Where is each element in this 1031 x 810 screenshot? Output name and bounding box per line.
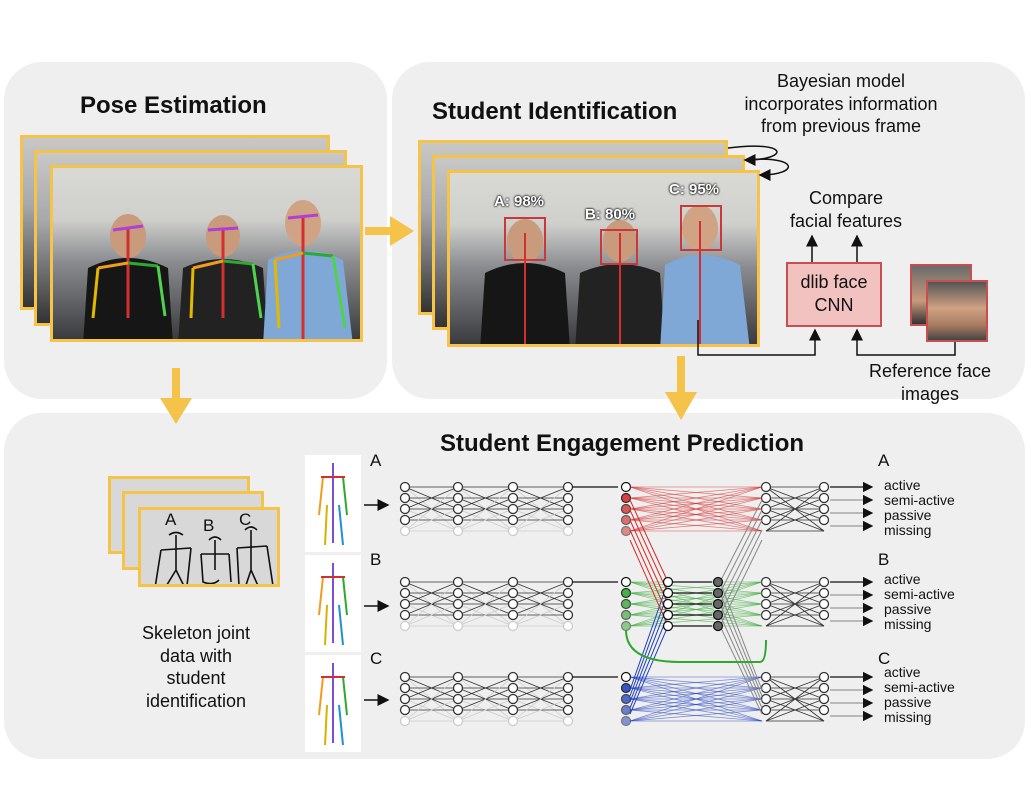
engagement-prediction-title: Student Engagement Prediction <box>440 430 805 457</box>
reference-face-front <box>926 280 988 342</box>
class-c-semi-active: semi-active <box>884 679 955 695</box>
student-identification-title: Student Identification <box>432 98 678 125</box>
skeleton-sketch <box>154 526 274 584</box>
group-label-a-left: A <box>370 451 382 470</box>
bayesian-note: Bayesian model incorporates information … <box>744 71 938 136</box>
classes-b: active semi-active passive missing <box>884 572 955 632</box>
classes-a: active semi-active passive missing <box>884 478 955 538</box>
confidence-a: A: 98% <box>494 193 545 210</box>
class-c-active: active <box>884 664 921 680</box>
ident-frame-front: A: 98% B: 80% C: 95% <box>447 170 760 347</box>
class-c-missing: missing <box>884 709 932 725</box>
face-box-b <box>600 229 638 265</box>
class-b-semi-active: semi-active <box>884 586 955 602</box>
class-b-passive: passive <box>884 601 932 617</box>
encoder-0 <box>399 481 874 537</box>
flow-arrow-right <box>365 216 414 246</box>
pose-frame-front <box>50 165 363 342</box>
shared-nodes <box>625 499 767 715</box>
sketch-frame-front: A B C <box>138 507 280 587</box>
class-a-active: active <box>884 477 921 493</box>
class-c-passive: passive <box>884 694 932 710</box>
class-b-active: active <box>884 571 921 587</box>
flow-arrow-down-left <box>160 368 192 424</box>
group-label-b-right: B <box>878 550 890 569</box>
cnn-connectors <box>697 234 956 356</box>
sketch-letter-a: A <box>165 510 177 529</box>
face-box-c <box>680 205 722 251</box>
pose-estimation-title: Pose Estimation <box>80 92 267 119</box>
neural-network <box>399 481 874 727</box>
sketch-letter-b: B <box>203 516 215 535</box>
joint-skeleton-1 <box>318 563 348 646</box>
group-label-c-right: C <box>878 649 891 668</box>
skeleton-caption: Skeleton joint data with student identif… <box>141 623 251 711</box>
joint-skeleton-0 <box>318 463 348 546</box>
class-b-missing: missing <box>884 616 932 632</box>
group-label-c-left: C <box>370 649 383 668</box>
joint-strips <box>318 463 348 746</box>
compare-note: Compare facial features <box>789 188 903 231</box>
classes-c: active semi-active passive missing <box>884 665 955 725</box>
face-box-a <box>504 217 546 261</box>
encoder-1 <box>399 576 874 632</box>
input-arrows <box>364 499 390 706</box>
dlib-face-cnn-box: dlib face CNN <box>786 262 882 327</box>
flow-arrow-down-right <box>665 356 697 420</box>
ident-overlay <box>480 205 750 344</box>
sketch-letter-c: C <box>239 510 252 529</box>
class-a-passive: passive <box>884 507 932 523</box>
group-label-b-left: B <box>370 550 382 569</box>
class-a-semi-active: semi-active <box>884 492 955 508</box>
pose-overlay <box>83 200 353 339</box>
confidence-b: B: 80% <box>585 206 636 223</box>
joint-skeleton-2 <box>318 663 348 746</box>
class-a-missing: missing <box>884 522 932 538</box>
reference-face-label: Reference face images <box>868 361 992 404</box>
confidence-c: C: 95% <box>669 181 720 198</box>
group-label-a-right: A <box>878 451 890 470</box>
bayesian-loop-arrows <box>727 145 790 181</box>
